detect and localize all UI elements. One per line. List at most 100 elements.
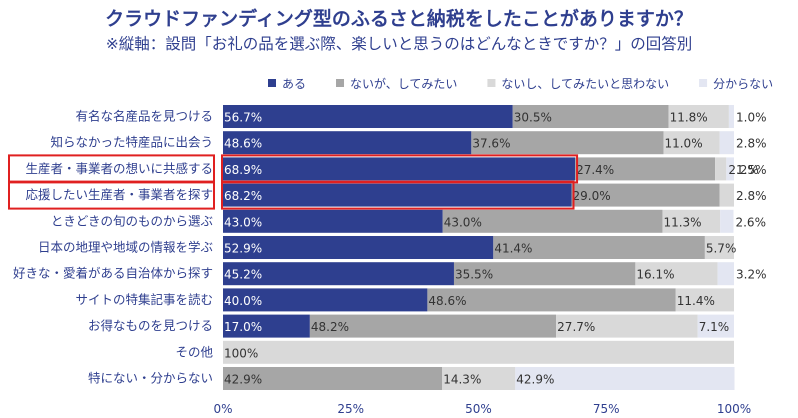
data-label: 11.3% xyxy=(663,215,701,229)
bar-segment xyxy=(223,236,494,259)
category-label: 応援したい生産者・事業者を探す xyxy=(25,187,213,202)
data-label: 42.9% xyxy=(224,373,262,387)
data-label: 11.8% xyxy=(670,111,708,125)
data-label: 45.2% xyxy=(224,268,262,282)
data-label: 40.0% xyxy=(224,294,262,308)
data-label: 56.7% xyxy=(224,111,262,125)
category-label: 生産者・事業者の想いに共感する xyxy=(25,161,213,176)
data-label: 2.8% xyxy=(736,137,767,151)
data-label: 14.3% xyxy=(443,373,481,387)
bar-segment xyxy=(719,131,734,155)
data-label: 52.9% xyxy=(224,242,262,256)
data-label: 11.0% xyxy=(664,137,702,151)
data-label: 37.6% xyxy=(472,137,510,151)
data-label: 68.9% xyxy=(224,163,262,177)
legend-swatch xyxy=(268,79,276,87)
bar-segment xyxy=(223,262,454,286)
bar-segment xyxy=(575,157,716,181)
x-tick-label: 75% xyxy=(593,402,620,416)
x-tick-label: 100% xyxy=(717,402,751,416)
data-label: 27.4% xyxy=(576,163,614,177)
data-label: 16.1% xyxy=(636,268,674,282)
chart-title: クラウドファンディング型のふるさと納税をしたことがありますか？ xyxy=(105,8,693,30)
data-label: 2.6% xyxy=(735,215,766,229)
category-label: 有名な名産品を見つける xyxy=(75,109,213,124)
bar-segment xyxy=(223,314,310,338)
bar-segment xyxy=(223,131,472,155)
bar-segment xyxy=(715,157,727,181)
data-label: 30.5% xyxy=(514,111,552,125)
bar-segment xyxy=(719,183,734,207)
bar-segment xyxy=(717,262,734,286)
x-tick-label: 25% xyxy=(337,402,364,416)
data-label: 29.0% xyxy=(573,189,611,203)
data-label: 35.5% xyxy=(455,268,493,282)
legend-label: ある xyxy=(282,77,306,91)
data-label: 41.4% xyxy=(494,242,532,256)
highlight-box-bar xyxy=(221,180,575,210)
legend-label: ないが、してみたい xyxy=(350,76,457,91)
data-label: 1.0% xyxy=(736,111,767,125)
bar-segment xyxy=(223,105,513,128)
bar-segment xyxy=(223,340,734,364)
bar-segment xyxy=(442,209,663,233)
bar-segment xyxy=(442,367,516,390)
category-label: その他 xyxy=(175,344,213,359)
bar-segment xyxy=(223,288,428,312)
category-label: 知らなかった特産品に出会う xyxy=(50,135,213,150)
x-tick-label: 50% xyxy=(465,402,492,416)
bar-segment xyxy=(515,367,735,390)
legend-swatch xyxy=(336,79,345,87)
data-label: 17.0% xyxy=(224,320,262,334)
bar-segment xyxy=(223,209,443,233)
data-label: 11.4% xyxy=(677,294,715,308)
bar-segment xyxy=(309,314,557,338)
bar-segment xyxy=(728,105,734,128)
bar-segment xyxy=(668,105,729,128)
data-label: 7.1% xyxy=(699,320,730,334)
bar-segment xyxy=(720,209,734,233)
category-label: ときどきの旬のものから選ぶ xyxy=(51,213,213,228)
data-label: 48.6% xyxy=(428,294,466,308)
bar-segment xyxy=(697,314,734,338)
legend-swatch xyxy=(699,79,708,87)
category-label: 日本の地理や地域の情報を学ぶ xyxy=(38,240,213,255)
legend-label: 分からない xyxy=(713,77,773,91)
bar-segment xyxy=(512,105,669,128)
legend-swatch xyxy=(487,79,496,87)
bar-segment xyxy=(223,183,572,207)
x-tick-label: 0% xyxy=(213,402,232,416)
bar-segment xyxy=(675,288,734,312)
legend-label: ないし、してみたいと思わない xyxy=(501,77,669,91)
data-label: 3.2% xyxy=(736,268,767,282)
data-label: 27.7% xyxy=(557,320,595,334)
data-label: 2.8% xyxy=(736,189,767,203)
bar-segment xyxy=(223,367,443,390)
bar-segment xyxy=(427,288,676,312)
data-label: 42.9% xyxy=(516,373,554,387)
data-label: 43.0% xyxy=(444,215,482,229)
category-label: 好きな・愛着がある自治体から探す xyxy=(13,266,213,281)
data-label: 68.2% xyxy=(224,189,262,203)
data-label: 48.2% xyxy=(311,320,349,334)
bar-segment xyxy=(571,183,720,207)
data-label: 5.7% xyxy=(706,242,737,256)
data-label: 43.0% xyxy=(224,215,262,229)
highlight-box-label xyxy=(8,180,215,210)
data-label: 48.6% xyxy=(224,137,262,151)
bar-segment xyxy=(471,131,664,155)
bar-segment xyxy=(662,209,721,233)
data-label: 1.5% xyxy=(736,163,767,177)
chart-subtitle: ※縦軸：設問「お礼の品を選ぶ際、楽しいと思うのはどんなときですか？」の回答別 xyxy=(105,35,693,53)
bar-segment xyxy=(635,262,718,286)
bar-segment xyxy=(663,131,720,155)
data-label: 2.2% xyxy=(728,163,759,177)
bar-segment xyxy=(223,157,576,181)
category-label: サイトの特集記事を読む xyxy=(75,292,213,307)
bar-segment xyxy=(704,236,734,259)
bar-segment xyxy=(726,157,734,181)
bar-segment xyxy=(453,262,636,286)
bar-segment xyxy=(556,314,698,338)
category-label: お得なものを見つける xyxy=(88,318,213,333)
